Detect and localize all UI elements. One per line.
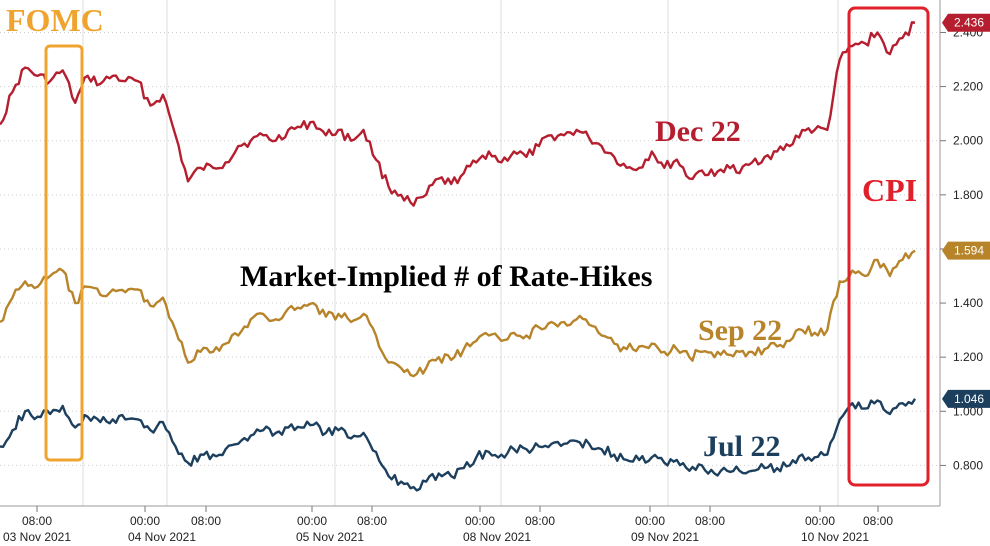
y-tick-label: 1.800 bbox=[953, 188, 983, 202]
y-tick-label: 0.800 bbox=[953, 458, 983, 472]
series-label-sep-22: Sep 22 bbox=[698, 314, 782, 347]
x-tick-label: 00:00 bbox=[805, 514, 835, 528]
series-line-sep-22 bbox=[0, 249, 916, 378]
chart-title: Market-Implied # of Rate-Hikes bbox=[240, 260, 652, 293]
series-lines bbox=[0, 21, 917, 492]
series-line-jul-22 bbox=[0, 398, 917, 492]
series-label-dec-22: Dec 22 bbox=[655, 115, 741, 148]
last-value-text: 1.594 bbox=[954, 244, 984, 258]
cpi-highlight-box bbox=[847, 6, 930, 487]
fomc-annotation: FOMC bbox=[6, 2, 104, 38]
x-date-label: 08 Nov 2021 bbox=[463, 530, 531, 544]
x-date-label: 03 Nov 2021 bbox=[3, 530, 71, 544]
y-tick-label: 1.400 bbox=[953, 296, 983, 310]
y-tick-label: 2.200 bbox=[953, 80, 983, 94]
x-tick-label: 08:00 bbox=[22, 514, 52, 528]
horizontal-gridlines bbox=[0, 31, 940, 466]
x-date-label: 05 Nov 2021 bbox=[296, 530, 364, 544]
y-tick-label: 1.200 bbox=[953, 350, 983, 364]
x-tick-label: 08:00 bbox=[191, 514, 221, 528]
x-axis-ticks: 08:00 00:00 08:00 00:00 08:00 00:00 08:00 00:00… bbox=[3, 506, 893, 544]
fomc-highlight-box bbox=[44, 44, 84, 462]
last-value-text: 2.436 bbox=[954, 16, 984, 30]
series-label-jul-22: Jul 22 bbox=[703, 430, 781, 463]
x-tick-label: 08:00 bbox=[525, 514, 555, 528]
cpi-annotation: CPI bbox=[862, 172, 917, 208]
x-tick-label: 00:00 bbox=[635, 514, 665, 528]
x-tick-label: 00:00 bbox=[297, 514, 327, 528]
series-line-dec-22 bbox=[0, 21, 916, 207]
x-tick-label: 08:00 bbox=[695, 514, 725, 528]
last-value-badge bbox=[942, 241, 990, 260]
last-value-badge bbox=[942, 389, 990, 408]
x-tick-label: 00:00 bbox=[130, 514, 160, 528]
x-date-label: 04 Nov 2021 bbox=[128, 530, 196, 544]
x-tick-label: 08:00 bbox=[863, 514, 893, 528]
x-tick-label: 08:00 bbox=[357, 514, 387, 528]
x-date-label: 09 Nov 2021 bbox=[631, 530, 699, 544]
x-tick-label: 00:00 bbox=[465, 514, 495, 528]
last-value-badges: 2.436 1.594 1.046 bbox=[942, 13, 990, 408]
x-date-label: 10 Nov 2021 bbox=[801, 530, 869, 544]
y-tick-label: 2.000 bbox=[953, 134, 983, 148]
last-value-badge bbox=[942, 13, 990, 32]
last-value-text: 1.046 bbox=[954, 392, 984, 406]
